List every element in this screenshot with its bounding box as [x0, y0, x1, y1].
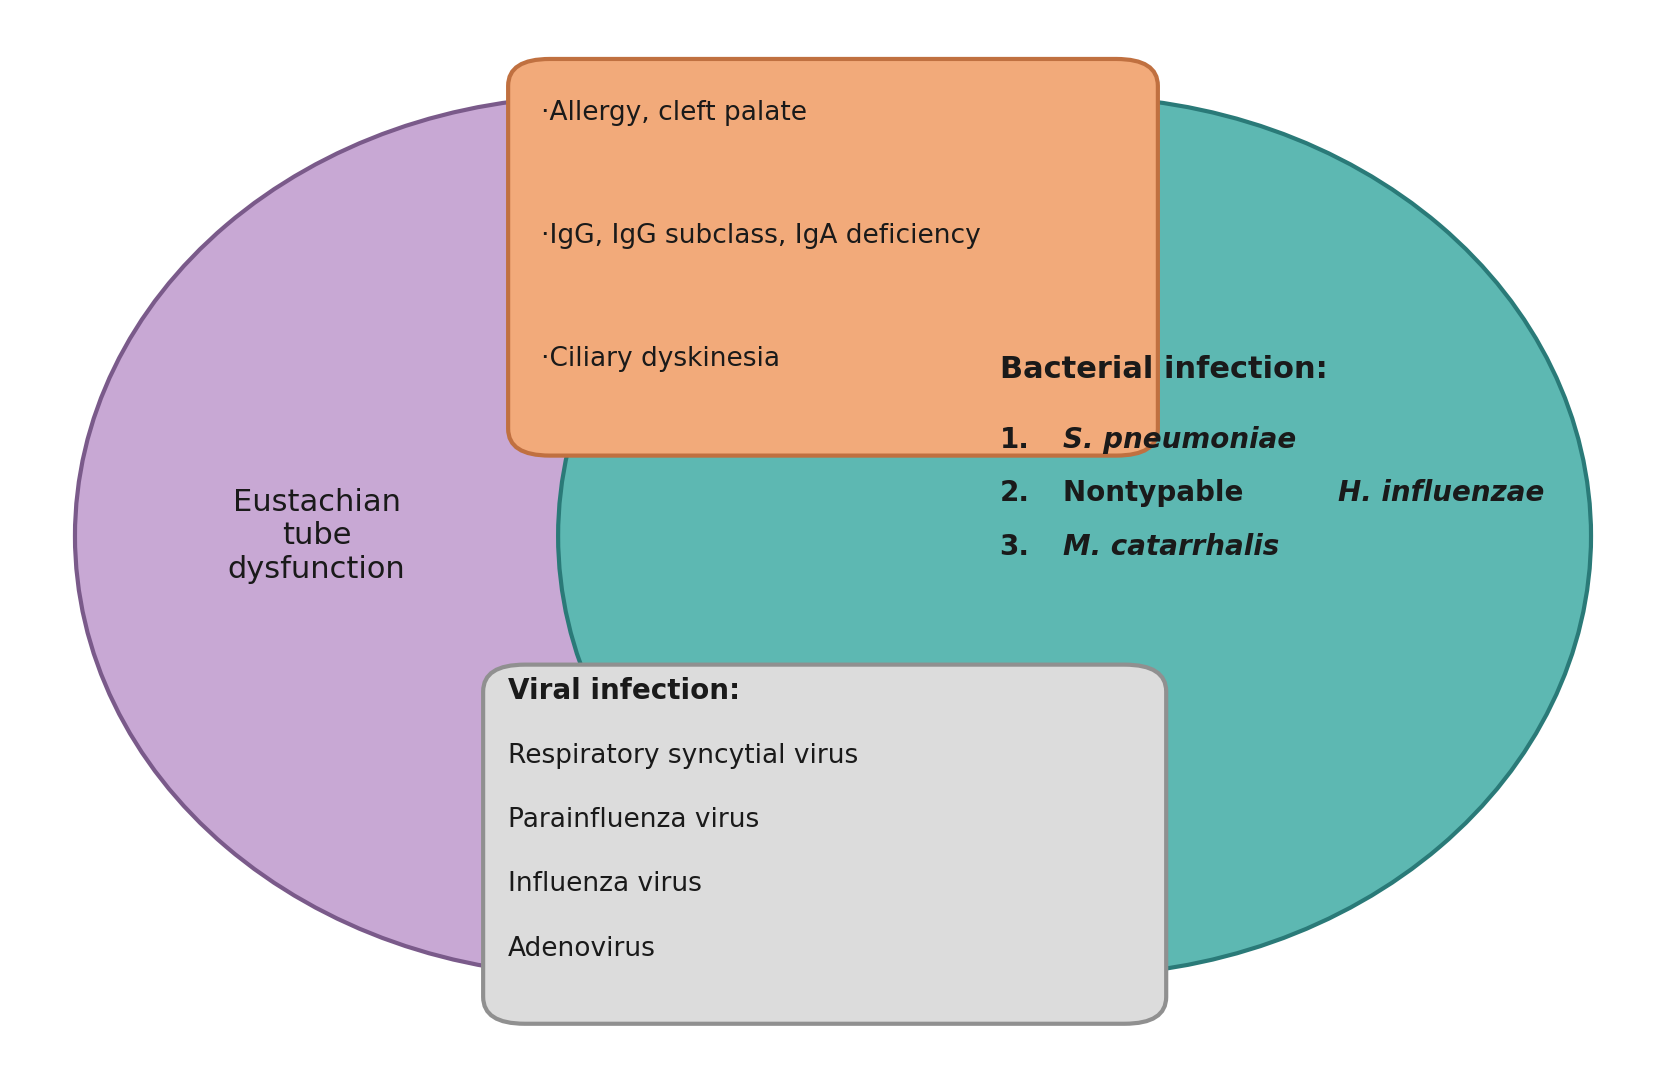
Text: ·IgG, IgG subclass, IgA deficiency: ·IgG, IgG subclass, IgA deficiency: [541, 223, 981, 249]
FancyBboxPatch shape: [483, 665, 1166, 1024]
Text: Parainfluenza virus: Parainfluenza virus: [508, 807, 760, 833]
Text: 2.: 2.: [1000, 479, 1030, 507]
Text: Viral infection:: Viral infection:: [508, 678, 740, 705]
Text: Bacterial infection:: Bacterial infection:: [1000, 355, 1328, 385]
Text: Respiratory syncytial virus: Respiratory syncytial virus: [508, 743, 858, 769]
Text: Adenovirus: Adenovirus: [508, 936, 656, 962]
Text: M. catarrhalis: M. catarrhalis: [1063, 533, 1279, 561]
FancyBboxPatch shape: [508, 59, 1158, 456]
Text: Influenza virus: Influenza virus: [508, 872, 701, 897]
Text: H. influenzae: H. influenzae: [1338, 479, 1544, 507]
Text: Nontypable: Nontypable: [1063, 479, 1253, 507]
Text: Eustachian
tube
dysfunction: Eustachian tube dysfunction: [228, 488, 405, 584]
Text: 3.: 3.: [1000, 533, 1030, 561]
Text: 1.: 1.: [1000, 426, 1030, 453]
Ellipse shape: [558, 96, 1591, 976]
Text: S. pneumoniae: S. pneumoniae: [1063, 426, 1296, 453]
Ellipse shape: [75, 96, 1108, 976]
Text: ·Ciliary dyskinesia: ·Ciliary dyskinesia: [541, 346, 780, 372]
Text: ·Allergy, cleft palate: ·Allergy, cleft palate: [541, 100, 808, 125]
